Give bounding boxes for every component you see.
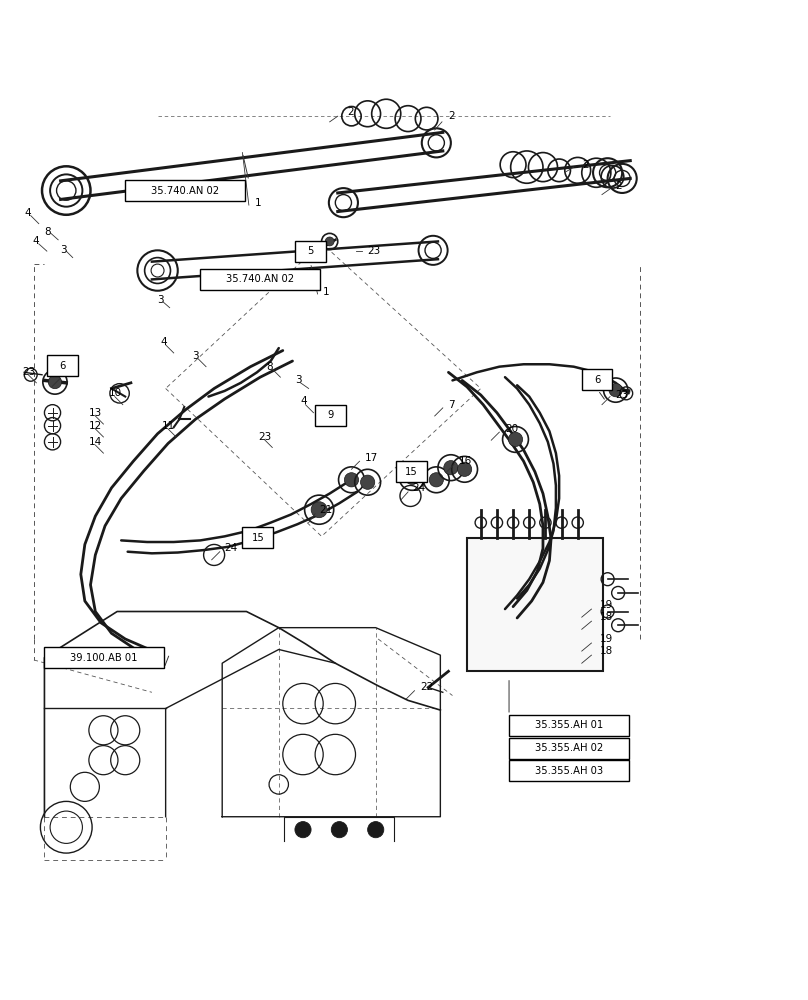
Text: 23: 23 xyxy=(23,367,36,377)
Text: 4: 4 xyxy=(301,396,307,406)
Circle shape xyxy=(48,375,61,389)
Text: 9: 9 xyxy=(327,410,334,420)
Text: 19: 19 xyxy=(600,600,612,610)
Text: 22: 22 xyxy=(420,682,433,692)
Text: 20: 20 xyxy=(505,424,518,434)
Bar xyxy=(242,527,273,548)
Text: 35.355.AH 01: 35.355.AH 01 xyxy=(535,720,603,730)
Text: 6: 6 xyxy=(594,375,600,385)
Text: 12: 12 xyxy=(89,421,102,431)
Text: 15: 15 xyxy=(251,533,264,543)
Circle shape xyxy=(457,462,472,476)
Text: 6: 6 xyxy=(59,361,65,371)
Circle shape xyxy=(508,432,523,447)
Text: 3: 3 xyxy=(61,245,67,255)
Bar xyxy=(47,355,78,376)
Text: 2: 2 xyxy=(448,111,455,121)
Text: 23: 23 xyxy=(259,432,271,442)
Text: 15: 15 xyxy=(405,467,418,477)
Text: 2: 2 xyxy=(582,160,588,170)
Bar xyxy=(396,461,427,482)
Text: 8: 8 xyxy=(44,227,51,237)
Circle shape xyxy=(311,502,327,518)
Text: 8: 8 xyxy=(267,362,273,372)
Bar xyxy=(315,405,346,426)
Text: 7: 7 xyxy=(448,400,455,410)
Circle shape xyxy=(429,473,444,487)
Text: 10: 10 xyxy=(109,388,122,398)
Bar xyxy=(509,738,629,759)
Bar xyxy=(509,715,629,736)
Text: 21: 21 xyxy=(319,505,332,515)
Bar xyxy=(200,269,320,290)
Text: 23: 23 xyxy=(616,390,629,400)
Text: 17: 17 xyxy=(365,453,378,463)
Circle shape xyxy=(405,470,419,484)
Text: 18: 18 xyxy=(600,612,612,622)
Circle shape xyxy=(331,822,347,838)
Bar xyxy=(295,241,326,262)
Text: 3: 3 xyxy=(192,351,199,361)
Text: 1: 1 xyxy=(323,287,330,297)
Text: 11: 11 xyxy=(162,421,175,431)
Text: 18: 18 xyxy=(600,646,612,656)
Bar xyxy=(44,647,164,668)
Circle shape xyxy=(368,822,384,838)
Circle shape xyxy=(344,473,359,487)
Text: 2: 2 xyxy=(616,181,622,191)
Text: 23: 23 xyxy=(368,246,381,256)
Circle shape xyxy=(295,822,311,838)
Text: 19: 19 xyxy=(600,634,612,644)
Bar xyxy=(582,369,612,390)
Bar xyxy=(509,760,629,781)
Bar xyxy=(467,538,603,671)
Text: 24: 24 xyxy=(225,543,238,553)
Text: 39.100.AB 01: 39.100.AB 01 xyxy=(70,653,138,663)
Text: 2: 2 xyxy=(347,107,354,117)
Circle shape xyxy=(444,461,458,475)
Text: 35.355.AH 02: 35.355.AH 02 xyxy=(535,743,603,753)
Text: 13: 13 xyxy=(89,408,102,418)
Circle shape xyxy=(360,475,375,489)
Text: 4: 4 xyxy=(24,208,31,218)
Text: 3: 3 xyxy=(158,295,164,305)
Text: 5: 5 xyxy=(307,246,314,256)
Bar xyxy=(125,180,245,201)
Text: 1: 1 xyxy=(255,198,261,208)
Text: 35.740.AN 02: 35.740.AN 02 xyxy=(226,274,294,284)
Text: 24: 24 xyxy=(412,483,425,493)
Text: 4: 4 xyxy=(32,236,39,246)
Circle shape xyxy=(609,383,622,397)
Text: 4: 4 xyxy=(160,337,166,347)
Text: 14: 14 xyxy=(89,437,102,447)
Text: 16: 16 xyxy=(459,456,472,466)
Text: 35.740.AN 02: 35.740.AN 02 xyxy=(151,186,219,196)
Text: 35.355.AH 03: 35.355.AH 03 xyxy=(535,766,603,776)
Circle shape xyxy=(325,237,335,246)
Text: 3: 3 xyxy=(295,375,301,385)
